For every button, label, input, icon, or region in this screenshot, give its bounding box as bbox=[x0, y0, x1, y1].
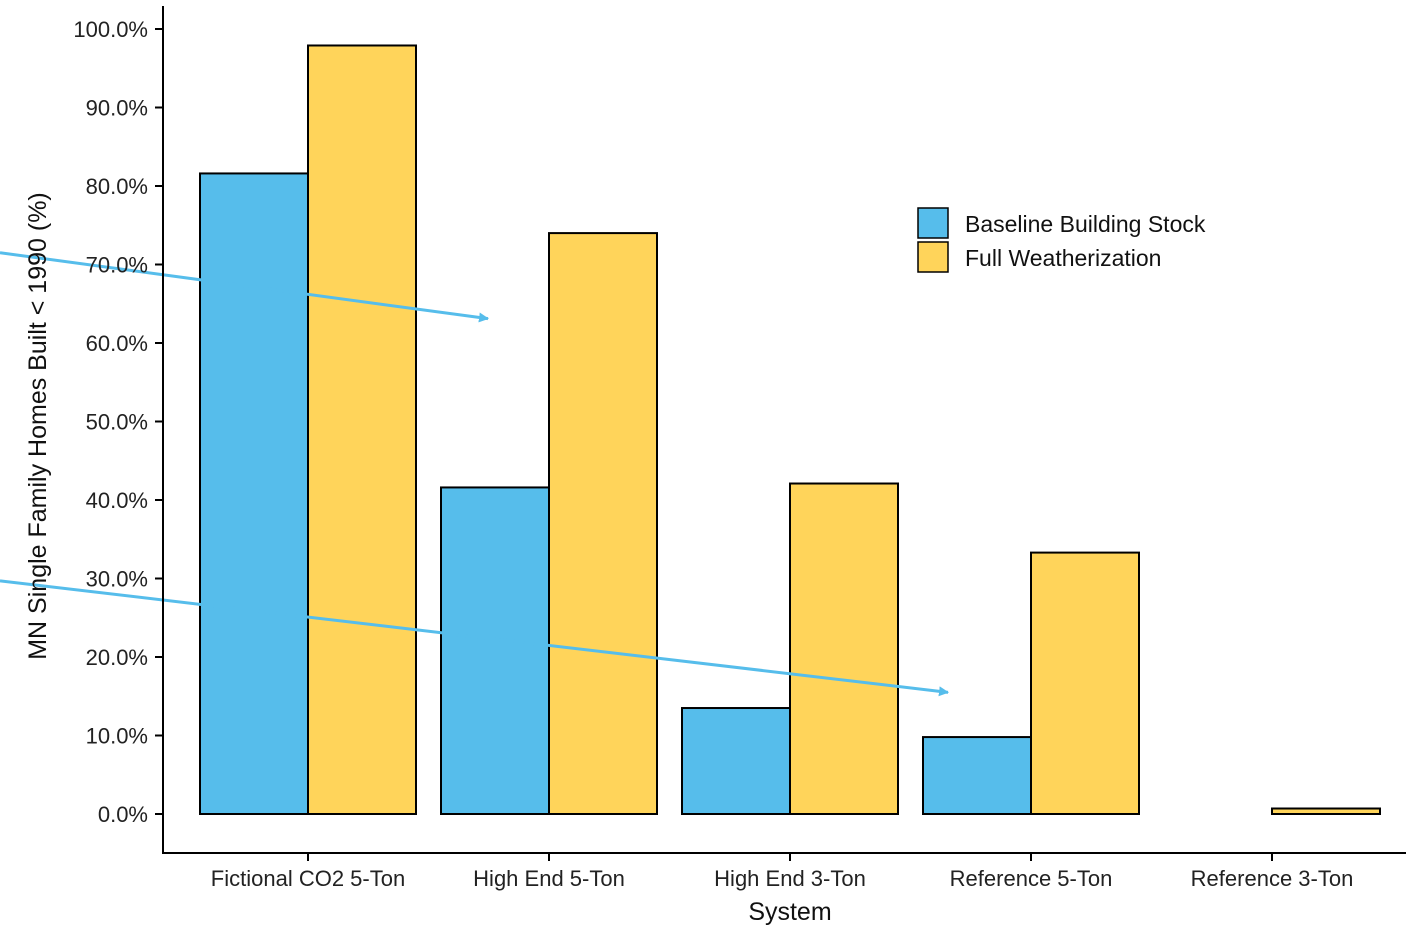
x-axis-title: System bbox=[748, 898, 831, 926]
y-tick-label: 70.0% bbox=[86, 253, 148, 278]
legend-swatch-baseline bbox=[917, 207, 949, 239]
y-tick-label: 40.0% bbox=[86, 488, 148, 513]
bar-baseline-building-stock-high-end-3-ton bbox=[681, 707, 791, 816]
legend-label-weatherization: Full Weatherization bbox=[965, 245, 1161, 271]
bar-full-weatherization-fictional-co2-5-ton bbox=[307, 44, 417, 816]
y-tick-label: 60.0% bbox=[86, 331, 148, 356]
x-tick-label: Reference 3-Ton bbox=[1191, 866, 1354, 891]
y-tick-label: 30.0% bbox=[86, 567, 148, 592]
annotation-arrow bbox=[0, 251, 489, 323]
y-tick-label: 0.0% bbox=[98, 802, 148, 827]
bar-baseline-building-stock-reference-5-ton bbox=[922, 736, 1032, 816]
y-axis-title: MN Single Family Homes Built < 1990 (%) bbox=[24, 192, 52, 660]
y-tick-label: 20.0% bbox=[86, 645, 148, 670]
x-tick-label: High End 5-Ton bbox=[473, 866, 625, 891]
annotation-arrows bbox=[0, 251, 949, 697]
legend-swatch-weatherization bbox=[917, 241, 949, 273]
y-tick-label: 10.0% bbox=[86, 724, 148, 749]
y-tick-label: 90.0% bbox=[86, 96, 148, 121]
bars-layer bbox=[199, 44, 1381, 816]
x-axis-ticks: Fictional CO2 5-Ton High End 5-Ton High En… bbox=[211, 853, 1354, 891]
y-tick-label: 80.0% bbox=[86, 174, 148, 199]
x-tick-label: High End 3-Ton bbox=[714, 866, 866, 891]
x-tick-label: Fictional CO2 5-Ton bbox=[211, 866, 405, 891]
bar-full-weatherization-reference-5-ton bbox=[1030, 551, 1140, 815]
bar-full-weatherization-reference-3-ton bbox=[1271, 807, 1381, 816]
y-tick-label: 100.0% bbox=[73, 17, 148, 42]
bar-full-weatherization-high-end-5-ton bbox=[548, 232, 658, 816]
y-tick-label: 50.0% bbox=[86, 410, 148, 435]
bar-baseline-building-stock-fictional-co2-5-ton bbox=[199, 172, 309, 815]
legend-label-baseline: Baseline Building Stock bbox=[965, 211, 1206, 237]
bar-full-weatherization-high-end-3-ton bbox=[789, 482, 899, 815]
legend: Baseline Building Stock Full Weatherizat… bbox=[917, 207, 1206, 273]
bar-baseline-building-stock-high-end-5-ton bbox=[440, 486, 550, 815]
y-axis-ticks: 0.0% 10.0% 20.0% 30.0% 40.0% 50.0% 60.0% 70.0% 8… bbox=[73, 17, 163, 827]
x-tick-label: Reference 5-Ton bbox=[950, 866, 1113, 891]
annotation-arrow bbox=[0, 579, 949, 697]
